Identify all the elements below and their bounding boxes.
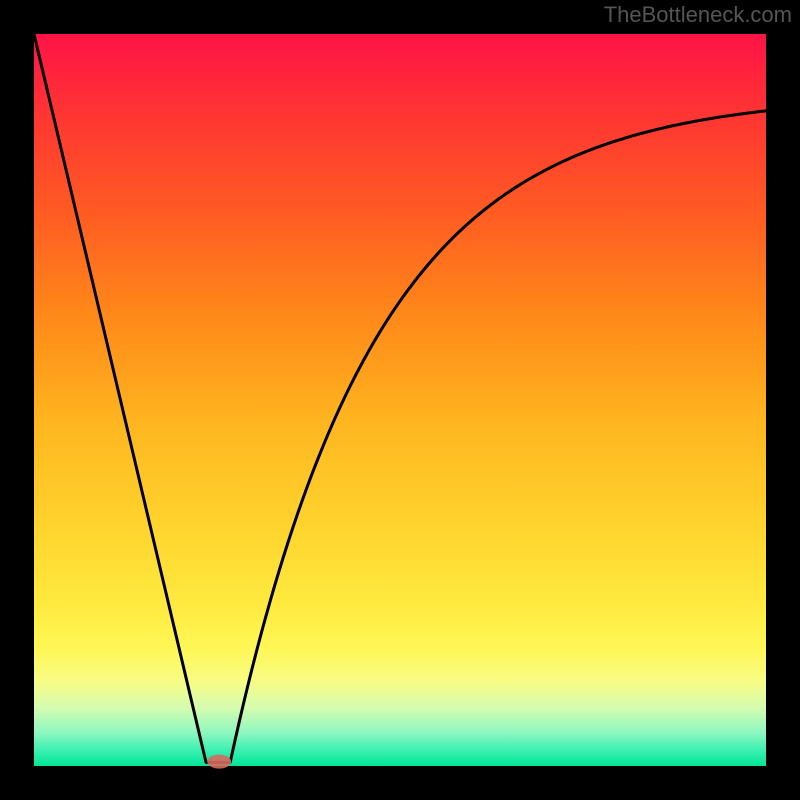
optimal-point-marker: [207, 755, 231, 769]
bottleneck-chart: [0, 0, 800, 800]
chart-container: TheBottleneck.com: [0, 0, 800, 800]
chart-background: [34, 34, 766, 766]
